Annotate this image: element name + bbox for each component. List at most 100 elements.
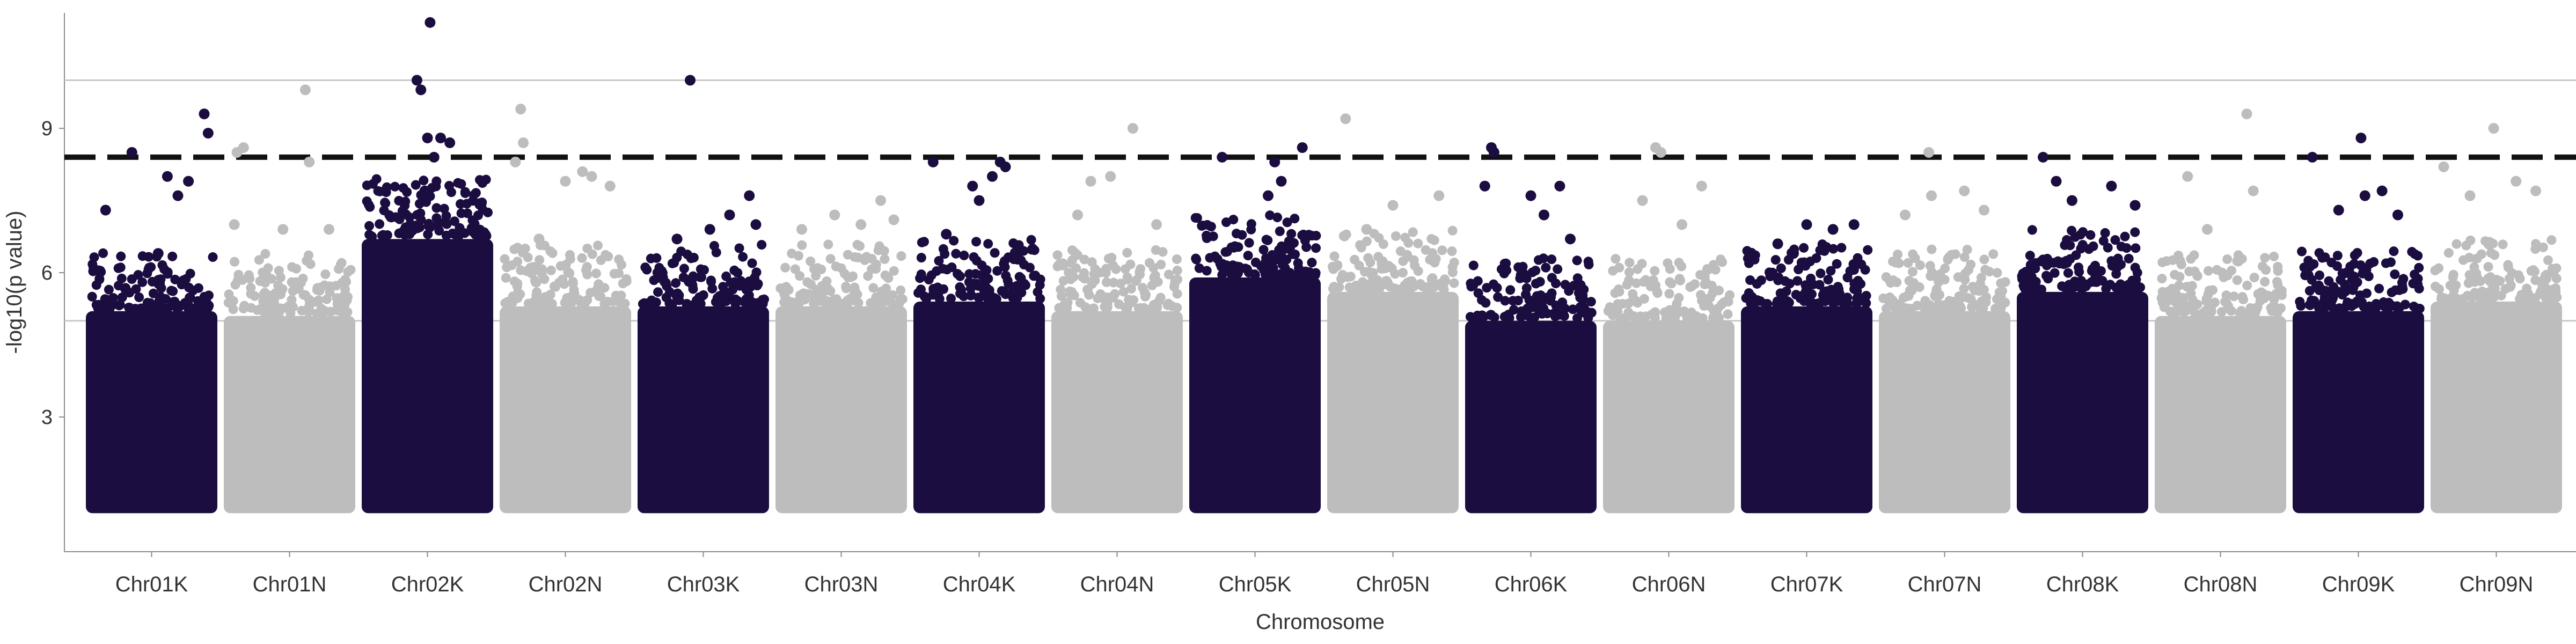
- scatter-point: [277, 304, 287, 314]
- scatter-point: [846, 295, 857, 305]
- scatter-point: [1447, 225, 1458, 236]
- scatter-point: [2130, 262, 2140, 273]
- highlight-point-3: [987, 171, 998, 182]
- scatter-point: [1885, 292, 1895, 302]
- scatter-point: [1336, 274, 1346, 284]
- scatter-point: [795, 290, 805, 301]
- scatter-point: [649, 275, 659, 286]
- x-tick-label-18: Chr09N: [2460, 573, 2534, 596]
- scatter-point: [1244, 267, 1254, 277]
- scatter-point: [535, 255, 545, 265]
- scatter-point: [411, 180, 421, 190]
- scatter-point: [1290, 214, 1300, 224]
- scatter-point: [2495, 276, 2505, 286]
- scatter-point: [545, 289, 555, 299]
- scatter-point: [744, 290, 754, 301]
- scatter-point: [336, 258, 347, 268]
- scatter-point: [698, 290, 708, 301]
- scatter-point: [1290, 250, 1300, 260]
- scatter-point: [2235, 308, 2245, 318]
- scatter-point: [520, 244, 530, 254]
- highlight-point-6: [2392, 209, 2403, 221]
- scatter-point: [1070, 248, 1080, 258]
- scatter-point: [1894, 299, 1905, 309]
- scatter-point: [1139, 287, 1150, 297]
- scatter-point: [784, 298, 794, 308]
- scatter-point: [2274, 286, 2285, 296]
- scatter-point: [287, 262, 297, 272]
- scatter-point: [1329, 251, 1340, 261]
- scatter-point: [1026, 235, 1036, 245]
- scatter-point: [1449, 278, 1459, 288]
- scatter-point: [2315, 270, 2325, 281]
- scatter-point: [2314, 248, 2324, 258]
- scatter-point: [1794, 265, 1804, 275]
- scatter-point: [319, 306, 330, 316]
- highlight-point-2: [2333, 204, 2344, 216]
- scatter-point: [1170, 275, 1180, 286]
- scatter-point: [1572, 255, 1582, 266]
- scatter-point: [546, 265, 556, 275]
- scatter-point: [2465, 235, 2476, 245]
- scatter-point: [1275, 226, 1285, 236]
- scatter-point: [1716, 254, 1726, 265]
- scatter-point: [1822, 286, 1832, 296]
- x-tick-label-15: Chr08K: [2046, 573, 2119, 596]
- scatter-point: [441, 211, 451, 221]
- scatter-point: [1652, 287, 1662, 297]
- scatter-point: [1996, 303, 2006, 313]
- scatter-point: [1586, 297, 1596, 307]
- scatter-point: [1197, 221, 1207, 231]
- scatter-point: [964, 277, 974, 287]
- scatter-point: [1108, 260, 1118, 270]
- highlight-point-3: [1297, 142, 1308, 153]
- scatter-point: [270, 288, 281, 298]
- scatter-point: [1485, 310, 1495, 320]
- scatter-point: [268, 305, 279, 316]
- scatter-point: [747, 258, 757, 268]
- scatter-point: [362, 196, 372, 206]
- scatter-point: [2041, 270, 2051, 281]
- scatter-point: [1258, 265, 1269, 275]
- scatter-point: [2184, 266, 2194, 276]
- chromosome-group-chr08n: [2155, 108, 2287, 514]
- scatter-point: [2066, 284, 2076, 294]
- scatter-point: [889, 266, 899, 276]
- scatter-point: [987, 294, 997, 304]
- scatter-point: [2490, 283, 2500, 294]
- y-axis-label: -log10(p value): [3, 211, 26, 354]
- scatter-point: [1033, 287, 1043, 297]
- scatter-point: [137, 251, 148, 261]
- scatter-point: [163, 267, 173, 277]
- scatter-point: [1502, 265, 1512, 275]
- scatter-point: [2482, 288, 2492, 298]
- scatter-point: [2332, 251, 2343, 261]
- scatter-point: [1959, 252, 1970, 262]
- highlight-point-6: [422, 133, 433, 144]
- scatter-point: [2036, 284, 2046, 295]
- scatter-point: [779, 289, 789, 299]
- scatter-point: [2379, 297, 2389, 308]
- scatter-point: [245, 274, 255, 284]
- scatter-point: [1131, 275, 1141, 285]
- highlight-point-3: [2488, 123, 2499, 134]
- scatter-point: [2350, 250, 2360, 260]
- scatter-point: [1781, 286, 1791, 296]
- scatter-point: [1268, 263, 1278, 273]
- scatter-point: [1845, 266, 1855, 276]
- scatter-point: [1087, 257, 1097, 267]
- scatter-point: [1123, 275, 1133, 285]
- scatter-point: [823, 239, 833, 250]
- scatter-point: [1311, 243, 1321, 253]
- scatter-point: [1535, 276, 1545, 287]
- scatter-point: [266, 274, 276, 284]
- highlight-point-1: [100, 204, 111, 216]
- scatter-point: [1246, 224, 1256, 235]
- highlight-point-4: [304, 156, 315, 167]
- scatter-point: [2540, 270, 2550, 281]
- x-axis-label: Chromosome: [1256, 610, 1385, 634]
- scatter-point: [757, 240, 767, 250]
- scatter-point: [674, 295, 684, 305]
- scatter-point: [2400, 299, 2410, 310]
- scatter-point: [1191, 254, 1202, 265]
